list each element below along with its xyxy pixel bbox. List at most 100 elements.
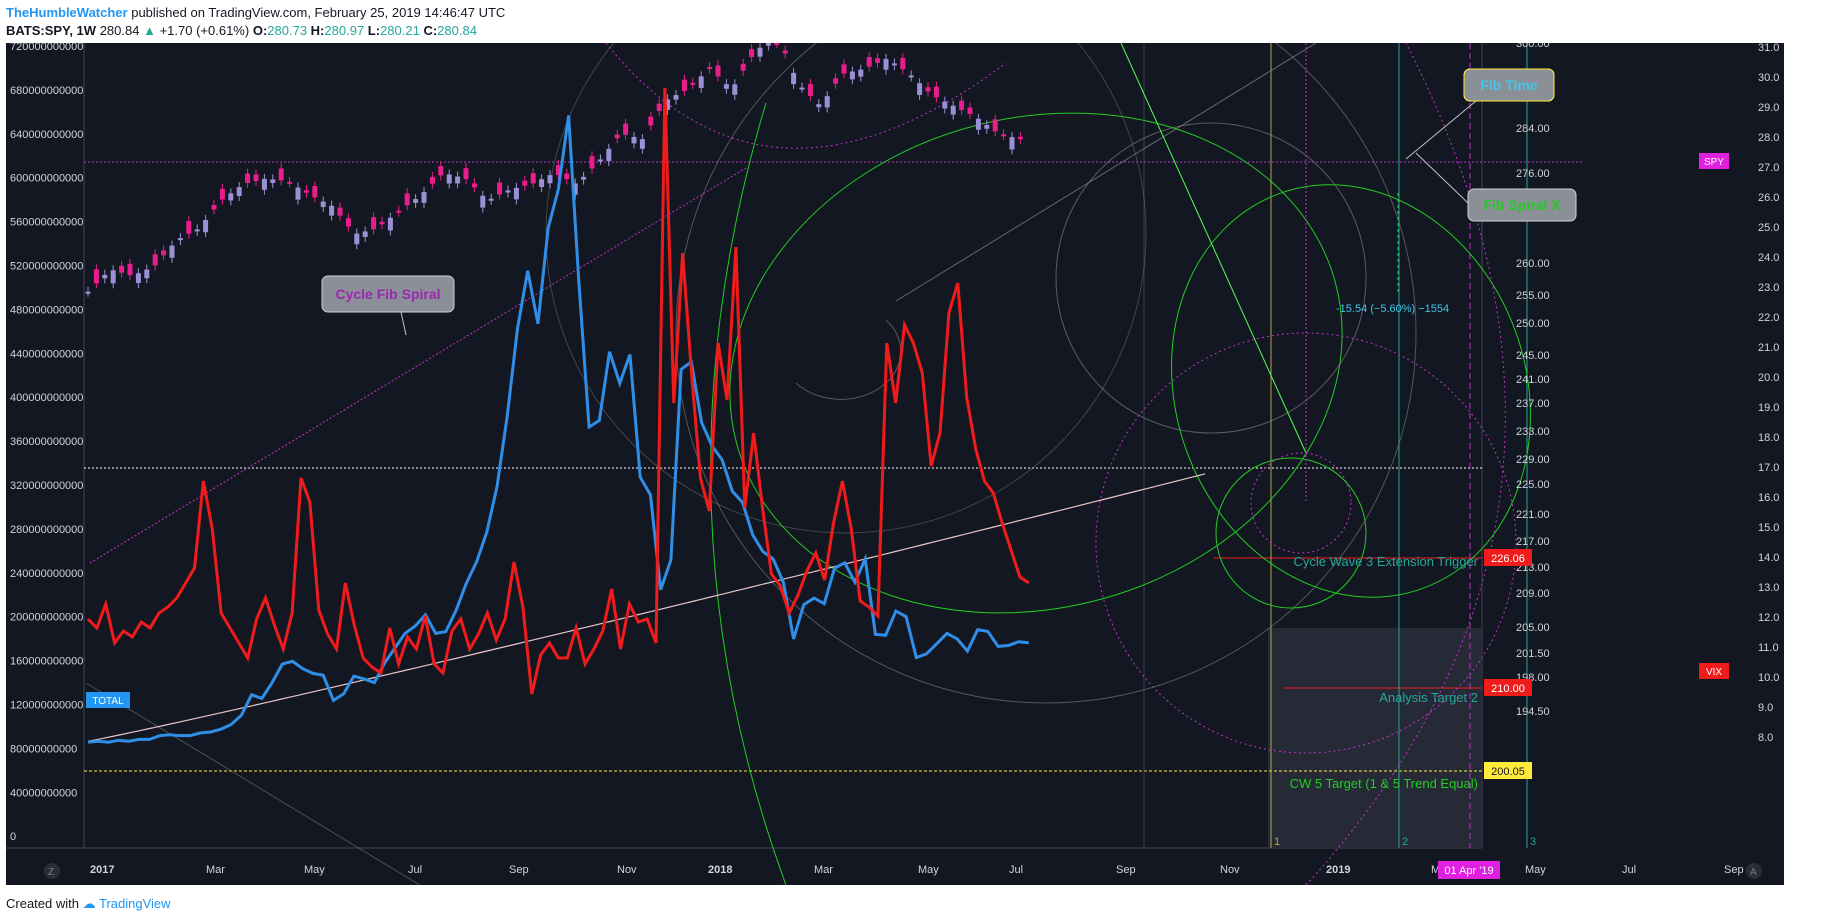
green-fan-line	[1120, 42, 1307, 454]
spy-candle-body	[564, 173, 570, 180]
spy-candle-body	[278, 168, 284, 181]
time-axis-tick-label: May	[304, 864, 325, 876]
cycle-fib-spiral-label: Cycle Fib Spiral	[335, 286, 440, 302]
spy-candle-body	[396, 210, 402, 213]
price-value: 280.84	[99, 23, 140, 38]
level-200-tag-bg	[1484, 762, 1532, 779]
spy-tag-text: SPY	[1704, 157, 1724, 168]
purple-fib-arc-outer	[1305, 42, 1506, 886]
time-axis-tick-label: Jul	[408, 864, 422, 876]
up-arrow-icon: ▲	[143, 23, 156, 38]
left-axis-tick-label: 560000000000	[10, 217, 83, 229]
spy-candle-body	[639, 139, 645, 149]
price-axis-tick-label: 221.00	[1516, 509, 1550, 521]
chart-svg[interactable]: 720000000000 680000000000 640000000000 6000…	[6, 0, 1814, 914]
spy-candle-body	[127, 263, 133, 276]
spy-candle-body	[883, 58, 889, 70]
grey-fib-arc-medium	[1055, 122, 1367, 434]
spy-candle-body	[253, 174, 259, 181]
time-axis-tick-label: May	[1525, 864, 1546, 876]
spy-candle-body	[765, 43, 771, 46]
time-axis-tick-label: 2018	[708, 864, 732, 876]
fib-time-label: Fib Time	[1480, 77, 1538, 93]
time-axis-tick-label: 2017	[90, 864, 114, 876]
spy-candle-body	[984, 125, 990, 129]
spy-candle-body	[413, 199, 419, 203]
spy-candle-body	[513, 187, 519, 200]
spy-candle-body	[245, 173, 251, 183]
spy-candle-body	[875, 58, 881, 63]
a-button	[1746, 863, 1762, 879]
spy-candle-body	[732, 84, 738, 95]
level-226-tag-text: 226.06	[1491, 553, 1525, 565]
price-axis-tick-label: 229.00	[1516, 454, 1550, 466]
green-fib-spiral	[729, 112, 1343, 614]
spy-candle-body	[119, 265, 125, 273]
time-axis-tick-label: 2019	[1326, 864, 1350, 876]
spy-candle-body	[757, 47, 763, 57]
left-axis-tick-label: 40000000000	[10, 787, 77, 799]
level-210-tag-text: 210.00	[1491, 683, 1525, 695]
spy-candle-body	[749, 49, 755, 58]
spy-candle-body	[824, 96, 830, 108]
vix-axis-tick-label: 25.0	[1758, 222, 1779, 234]
moving-average-line	[87, 473, 1206, 742]
created-with-text: Created with	[6, 896, 79, 911]
spy-candle-body	[177, 238, 183, 241]
spy-candle-body	[93, 269, 99, 284]
vix-axis-tick-label: 26.0	[1758, 192, 1779, 204]
level-210-tag-bg	[1484, 679, 1532, 696]
analysis-target-2-label: Analysis Target 2	[1379, 690, 1478, 705]
time-axis-tick-label: May	[918, 864, 939, 876]
price-axis-tick-label: 245.00	[1516, 350, 1550, 362]
spy-candle-body	[522, 180, 528, 186]
symbol-label: BATS:SPY, 1W	[6, 23, 97, 38]
vix-axis-tick-label: 9.0	[1758, 702, 1773, 714]
spy-candle-body	[942, 101, 948, 109]
spy-candle-body	[455, 176, 461, 184]
high-label: H:	[310, 23, 325, 38]
spy-candle-body	[833, 78, 839, 84]
cycle-wave-3-label: Cycle Wave 3 Extension Trigger	[1294, 554, 1479, 569]
spy-candle-body	[858, 69, 864, 77]
spy-candle-body	[303, 190, 309, 193]
price-axis-tick-label: 284.00	[1516, 123, 1550, 135]
left-axis-tick-label: 480000000000	[10, 304, 83, 316]
spy-candle-body	[841, 64, 847, 74]
vix-tag-bg	[1699, 663, 1729, 679]
spy-candle-body	[186, 221, 192, 234]
vix-axis-tick-label: 28.0	[1758, 132, 1779, 144]
spy-candle-body	[572, 183, 578, 195]
low-value: 280.21	[380, 23, 420, 38]
measure-label: -15.54 (−5.60%) −1554	[1336, 303, 1449, 315]
spy-candle-body	[219, 188, 225, 200]
price-axis-tick-label: 276.00	[1516, 168, 1550, 180]
vix-axis-tick-label: 24.0	[1758, 252, 1779, 264]
vix-axis-tick-label: 12.0	[1758, 612, 1779, 624]
vix-axis-tick-label: 21.0	[1758, 342, 1779, 354]
time-axis-tick-label: Nov	[617, 864, 637, 876]
left-axis-tick-label: 720000000000	[10, 43, 83, 53]
left-axis-tick-label: 0	[10, 831, 16, 843]
author-link[interactable]: TheHumbleWatcher	[6, 5, 128, 20]
spy-candle-body	[891, 63, 897, 66]
vix-axis-tick-label: 14.0	[1758, 552, 1779, 564]
spy-candle-body	[203, 219, 209, 233]
cw5-target-label: CW 5 Target (1 & 5 Trend Equal)	[1290, 776, 1478, 791]
spy-candle-body	[530, 173, 536, 184]
chart-area[interactable]: 720000000000 680000000000 640000000000 6000…	[6, 0, 1814, 914]
left-axis-tick-label: 240000000000	[10, 568, 83, 580]
vix-axis-tick-label: 19.0	[1758, 402, 1779, 414]
price-axis-tick-label: 237.00	[1516, 398, 1550, 410]
vix-axis-tick-label: 16.0	[1758, 492, 1779, 504]
spy-candle-body	[925, 87, 931, 92]
spy-candle-body	[799, 87, 805, 90]
spy-candle-body	[950, 105, 956, 115]
left-axis-tick-label: 160000000000	[10, 656, 83, 668]
published-text: published on TradingView.com, February 2…	[131, 5, 506, 20]
spy-tag-bg	[1699, 153, 1729, 169]
spy-candle-body	[438, 166, 444, 176]
total-tag-text: TOTAL	[92, 696, 124, 707]
tradingview-brand[interactable]: TradingView	[99, 896, 171, 911]
left-axis-tick-label: 640000000000	[10, 129, 83, 141]
